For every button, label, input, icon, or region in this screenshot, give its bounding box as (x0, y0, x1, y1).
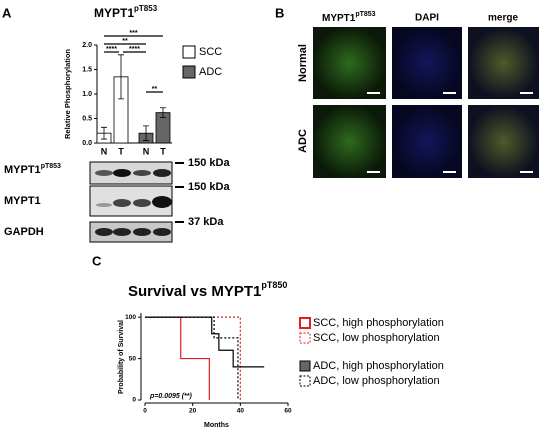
western-blot (89, 161, 184, 243)
blot-label: MYPT1pT853 (4, 163, 61, 176)
chart-title: MYPT1pT853 (94, 4, 158, 20)
x-tick-label: N (143, 146, 150, 156)
significance-label: **** (106, 46, 117, 53)
legend-label: SCC (199, 46, 222, 58)
x-tick-label: T (160, 146, 166, 156)
blot-label: GAPDH (4, 226, 44, 238)
blot-marker: 150 kDa (188, 181, 230, 193)
error-bar (118, 54, 124, 100)
survival-curve (145, 316, 239, 400)
column-label: merge (488, 13, 518, 24)
error-bar (101, 126, 107, 140)
x-tick-label: 40 (237, 408, 245, 415)
x-tick-label: 20 (189, 408, 197, 415)
significance-label: **** (129, 46, 140, 53)
legend-label: SCC, low phosphorylation (313, 332, 440, 344)
error-bar (160, 107, 166, 118)
panel-label: C (92, 253, 102, 268)
column-label: MYPT1pT853 (322, 11, 376, 24)
significance-label: *** (129, 30, 137, 37)
survival-curve (145, 316, 210, 400)
y-tick-label: 0.0 (82, 140, 92, 147)
panel-label: A (2, 5, 12, 20)
legend-label: ADC, high phosphorylation (313, 360, 444, 372)
chart-title: Survival vs MYPT1pT850 (128, 280, 287, 300)
legend-label: ADC, low phosphorylation (313, 375, 440, 387)
row-label: ADC (297, 129, 309, 153)
legend-label: ADC (199, 66, 222, 78)
row-label: Normal (297, 44, 309, 82)
microscopy-grid (313, 27, 539, 178)
y-axis-label: Relative Phosphorylation (63, 49, 72, 139)
legend-swatch (182, 45, 196, 59)
y-tick-label: 1.5 (82, 66, 92, 73)
y-axis-label: Probability of Survival (118, 320, 125, 394)
y-tick-label: 100 (125, 314, 136, 321)
y-tick-label: 1.0 (82, 91, 92, 98)
legend-swatch (182, 65, 196, 79)
significance-label: ** (122, 38, 128, 45)
significance-label: ** (152, 86, 158, 93)
legend-swatch (299, 332, 311, 344)
x-tick-label: T (118, 146, 124, 156)
x-tick-label: N (101, 146, 108, 156)
annotation: p=0.0095 (**) (149, 393, 192, 400)
blot-marker: 150 kDa (188, 157, 230, 169)
error-bar (143, 125, 149, 141)
panel-label: B (275, 5, 284, 20)
y-tick-label: 0.5 (82, 115, 92, 122)
legend-label: SCC, high phosphorylation (313, 317, 444, 329)
y-tick-label: 50 (129, 355, 137, 362)
x-axis-label: Months (204, 422, 229, 429)
blot-label: MYPT1 (4, 195, 41, 207)
y-tick-label: 2.0 (82, 42, 92, 49)
survival-curve (145, 316, 265, 368)
blot-marker: 37 kDa (188, 216, 224, 228)
y-tick-label: 0 (132, 397, 136, 404)
x-tick-label: 60 (284, 408, 292, 415)
legend-swatch (299, 360, 311, 372)
x-tick-label: 0 (143, 408, 147, 415)
legend-swatch (299, 375, 311, 387)
column-label: DAPI (415, 13, 439, 24)
legend-swatch (299, 317, 311, 329)
